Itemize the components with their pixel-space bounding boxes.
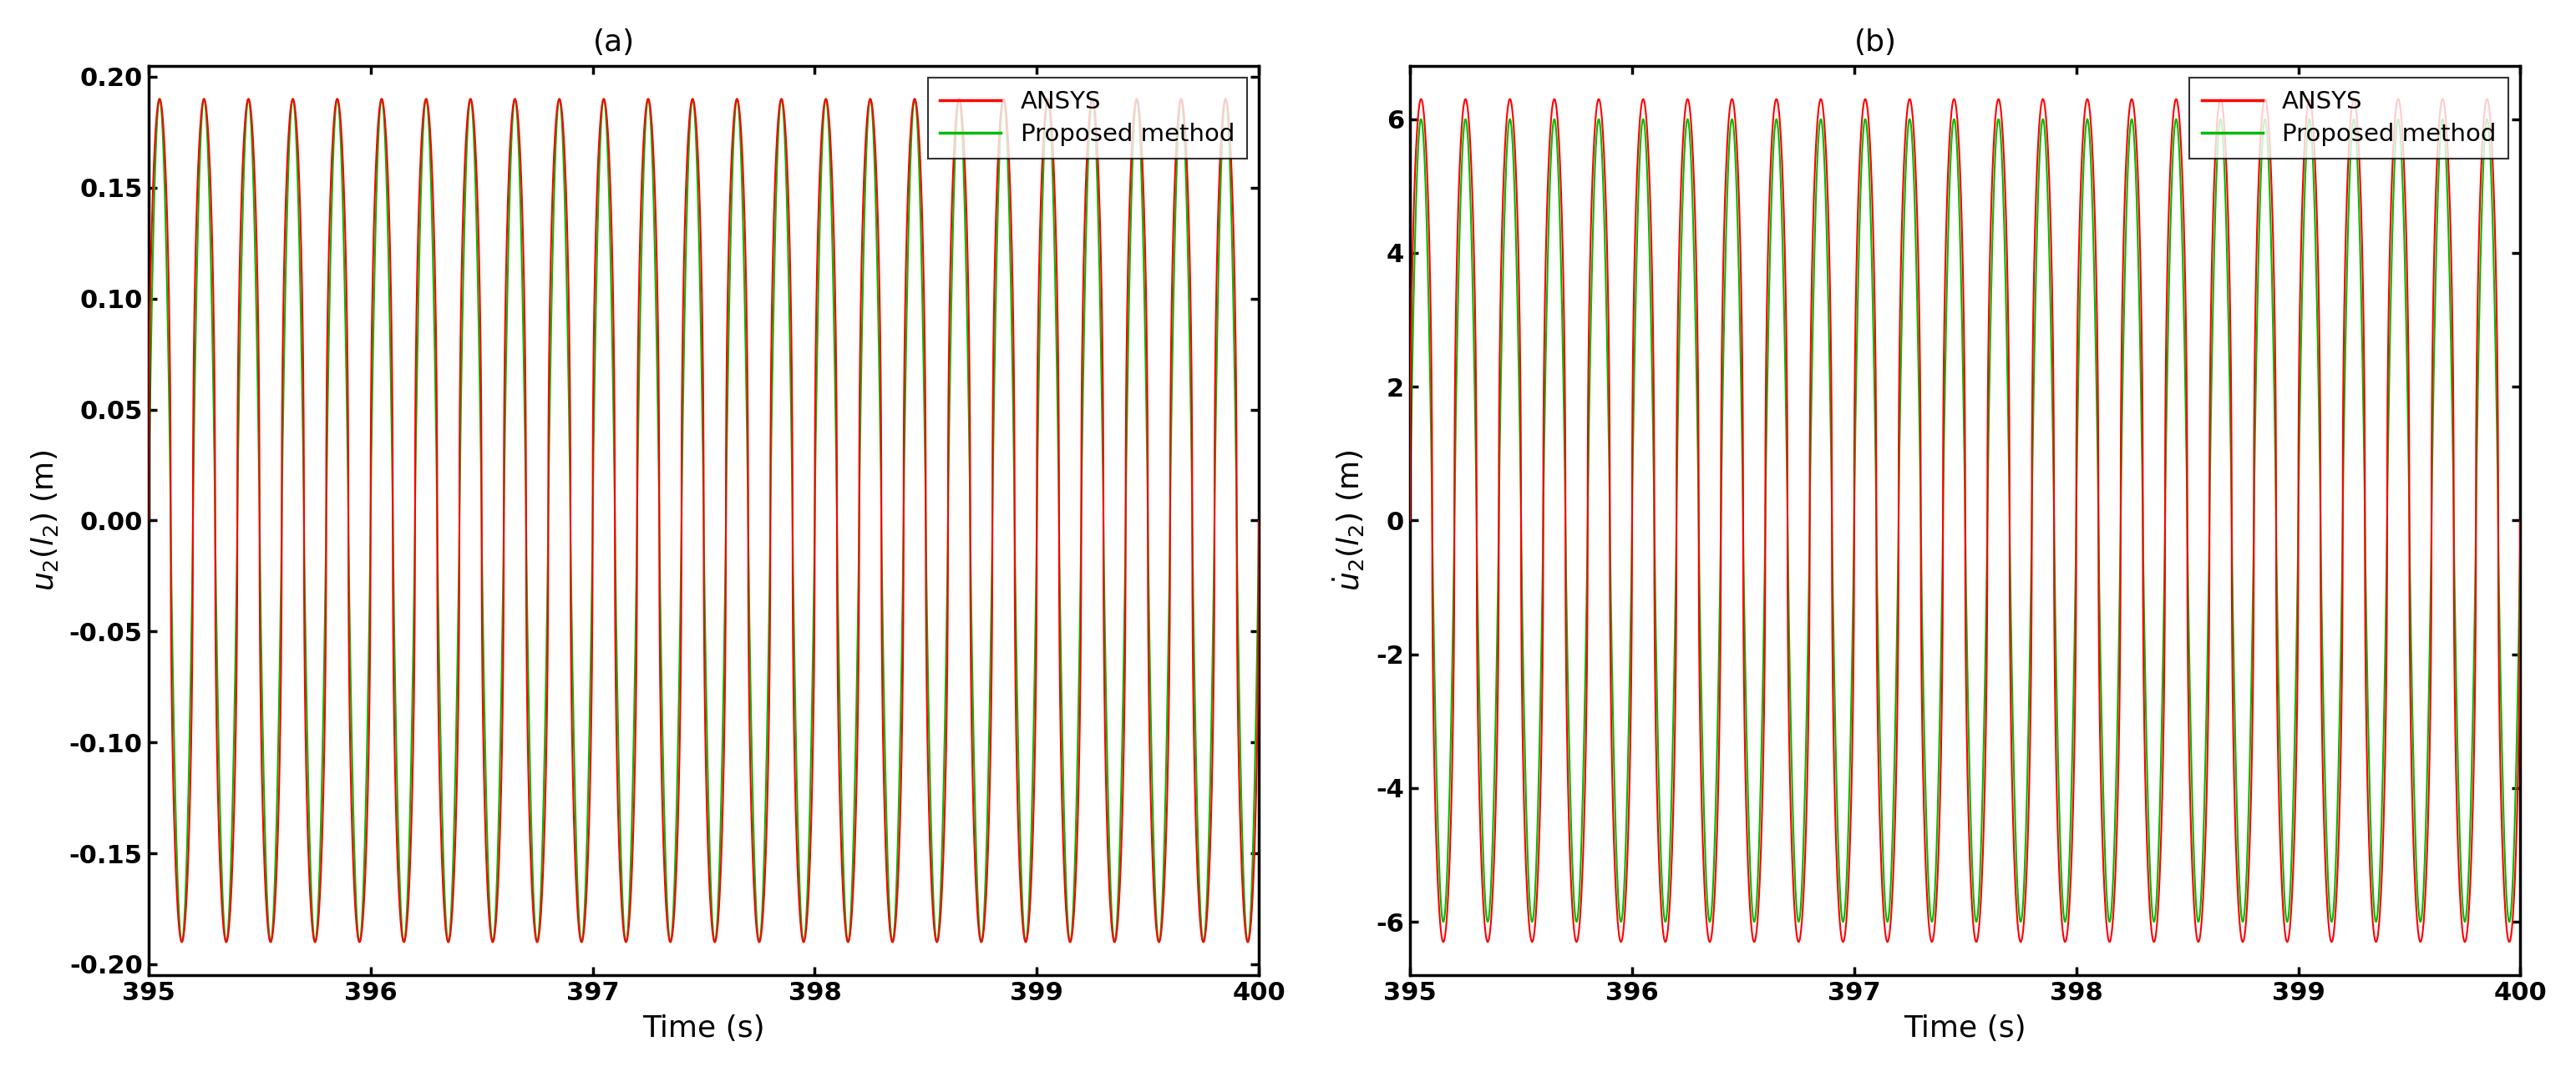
- X-axis label: Time (s): Time (s): [1904, 1014, 2027, 1043]
- X-axis label: Time (s): Time (s): [641, 1014, 765, 1043]
- Legend: ANSYS, Proposed method: ANSYS, Proposed method: [2190, 78, 2509, 159]
- Text: (b): (b): [1855, 28, 1896, 57]
- Text: (a): (a): [592, 28, 634, 57]
- Legend: ANSYS, Proposed method: ANSYS, Proposed method: [927, 78, 1247, 159]
- Y-axis label: $\dot{u}_2(l_2)$ (m): $\dot{u}_2(l_2)$ (m): [1332, 450, 1368, 591]
- Y-axis label: $u_2(l_2)$ (m): $u_2(l_2)$ (m): [28, 450, 59, 591]
